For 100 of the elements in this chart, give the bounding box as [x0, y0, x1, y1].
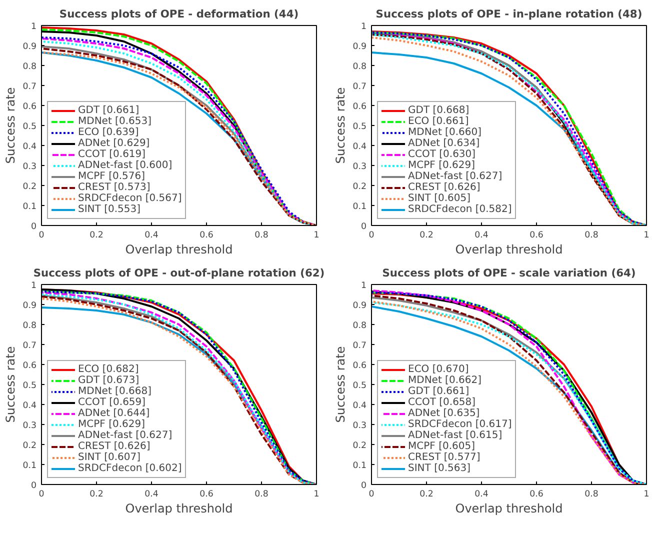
y-tick-label: 0: [30, 222, 37, 232]
chart-title: Success plots of OPE - out-of-plane rotation (62): [33, 266, 325, 280]
y-tick-label: 1: [30, 281, 37, 291]
x-axis-title: Overlap threshold: [455, 502, 563, 516]
y-tick-label: 0.1: [22, 202, 37, 212]
x-tick-label: 1: [314, 230, 320, 240]
x-tick-label: 0.8: [584, 490, 598, 500]
y-tick-label: 1: [360, 281, 367, 291]
y-tick-label: 0: [30, 481, 37, 491]
legend-label: MDNet [0.660]: [408, 127, 482, 138]
legend-label: SRDCFdecon [0.602]: [78, 463, 182, 474]
legend-label: ECO [0.682]: [78, 364, 139, 375]
legend-label: ADNet-fast [0.615]: [408, 430, 502, 441]
x-tick-label: 0.4: [474, 490, 489, 500]
legend-label: ADNet [0.644]: [78, 408, 150, 419]
y-axis-title: Success rate: [334, 346, 348, 423]
y-tick-label: 0: [360, 481, 367, 491]
x-tick-label: 0.6: [200, 490, 214, 500]
legend-label: CCOT [0.658]: [408, 397, 476, 408]
legend-label: CCOT [0.619]: [78, 149, 146, 160]
x-tick-label: 1: [314, 490, 320, 500]
y-tick-label: 1: [360, 22, 367, 32]
y-tick-label: 0.8: [22, 62, 37, 72]
y-tick-label: 0.4: [352, 401, 367, 411]
y-tick-label: 0.3: [22, 421, 37, 431]
x-tick-label: 1: [644, 230, 650, 240]
y-tick-label: 0.7: [22, 82, 37, 92]
x-tick-label: 0: [368, 230, 374, 240]
x-tick-label: 0: [38, 230, 44, 240]
legend-label: MCPF [0.629]: [78, 419, 146, 430]
y-tick-label: 0.9: [22, 42, 37, 52]
legend-label: SINT [0.607]: [78, 452, 140, 463]
y-tick-label: 0.3: [22, 162, 37, 172]
y-tick-label: 1: [30, 22, 37, 32]
y-tick-label: 0.5: [352, 381, 367, 391]
legend-label: MDNet [0.662]: [408, 375, 482, 386]
y-tick-label: 0.4: [352, 142, 367, 152]
x-tick-label: 0.6: [200, 230, 214, 240]
legend-label: MCPF [0.629]: [408, 160, 476, 171]
x-tick-label: 0.8: [254, 490, 268, 500]
legend-label: GDT [0.661]: [78, 105, 140, 116]
x-axis-title: Overlap threshold: [125, 502, 233, 516]
x-axis-title: Overlap threshold: [125, 242, 233, 256]
legend-label: SRDCFdecon [0.617]: [408, 419, 512, 430]
y-tick-label: 0.5: [22, 381, 37, 391]
x-tick-label: 0.2: [90, 230, 104, 240]
y-tick-label: 0.2: [352, 441, 367, 451]
legend-label: ADNet-fast [0.600]: [78, 160, 172, 171]
legend-label: SRDCFdecon [0.567]: [78, 193, 182, 204]
y-tick-label: 0.9: [352, 301, 367, 311]
legend-label: GDT [0.673]: [78, 375, 140, 386]
y-tick-label: 0.7: [352, 341, 367, 351]
y-tick-label: 0.5: [352, 122, 367, 132]
x-axis-title: Overlap threshold: [455, 242, 563, 256]
legend-label: ADNet-fast [0.627]: [78, 430, 172, 441]
x-tick-label: 0.6: [530, 230, 544, 240]
y-tick-label: 0.8: [352, 321, 367, 331]
legend-label: CREST [0.626]: [78, 441, 150, 452]
legend-label: MDNet [0.668]: [78, 386, 152, 397]
x-tick-label: 0.8: [254, 230, 268, 240]
x-tick-label: 0.6: [530, 490, 544, 500]
y-tick-label: 0.1: [22, 461, 37, 471]
x-tick-label: 0.8: [584, 230, 598, 240]
legend-label: MDNet [0.653]: [78, 116, 152, 127]
x-tick-label: 0.2: [420, 230, 434, 240]
legend-label: SINT [0.605]: [408, 193, 470, 204]
y-axis-title: Success rate: [334, 87, 348, 164]
x-tick-label: 0: [368, 490, 374, 500]
legend-label: ADNet [0.629]: [78, 138, 150, 149]
legend-label: CREST [0.626]: [408, 182, 480, 193]
legend-label: SINT [0.563]: [408, 463, 470, 474]
x-tick-label: 0: [38, 490, 44, 500]
chart-title: Success plots of OPE - deformation (44): [59, 8, 299, 20]
y-tick-label: 0.6: [22, 361, 37, 371]
legend-label: ADNet [0.634]: [408, 138, 480, 149]
chart-title: Success plots of OPE - scale variation (64): [382, 266, 636, 280]
legend-label: ECO [0.670]: [408, 364, 469, 375]
y-tick-label: 0.2: [22, 182, 37, 192]
y-tick-label: 0.4: [22, 142, 37, 152]
legend-label: ECO [0.661]: [408, 116, 469, 127]
legend-label: MCPF [0.605]: [408, 441, 476, 452]
y-tick-label: 0.9: [352, 42, 367, 52]
y-tick-label: 0.6: [352, 102, 367, 112]
y-tick-label: 0.6: [352, 361, 367, 371]
y-tick-label: 0.9: [22, 301, 37, 311]
y-tick-label: 0.1: [352, 202, 367, 212]
y-tick-label: 0.3: [352, 421, 367, 431]
legend-label: MCPF [0.576]: [78, 171, 146, 182]
y-tick-label: 0: [360, 222, 367, 232]
legend-label: CCOT [0.630]: [408, 149, 476, 160]
x-tick-label: 0.2: [420, 490, 434, 500]
legend-label: SINT [0.553]: [78, 204, 140, 215]
legend-label: CCOT [0.659]: [78, 397, 146, 408]
y-tick-label: 0.2: [352, 182, 367, 192]
y-tick-label: 0.1: [352, 461, 367, 471]
x-tick-label: 1: [644, 490, 650, 500]
y-tick-label: 0.3: [352, 162, 367, 172]
legend-label: GDT [0.661]: [408, 386, 470, 397]
x-tick-label: 0.2: [90, 490, 104, 500]
chart-title: Success plots of OPE - in-plane rotation (48): [376, 8, 642, 20]
